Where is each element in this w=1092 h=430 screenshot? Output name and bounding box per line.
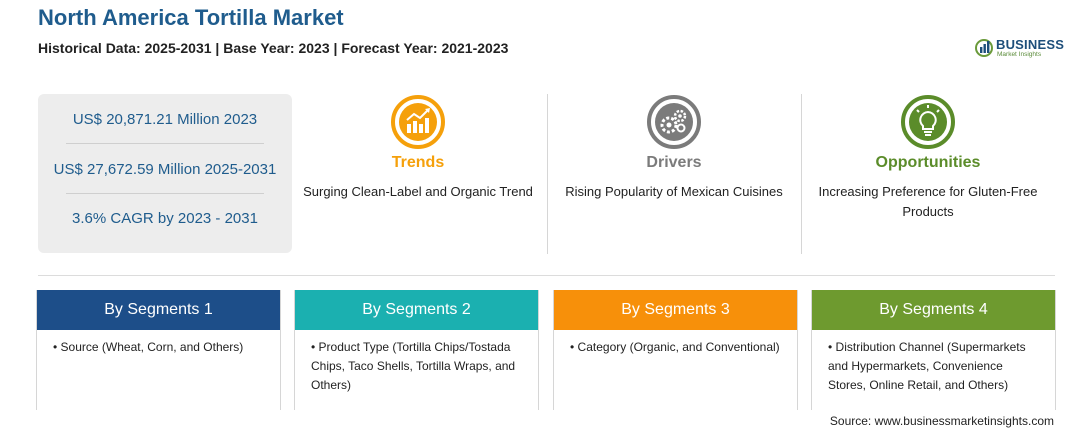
logo-name: BUSINESS: [996, 37, 1065, 52]
market-value-forecast: US$ 27,672.59 Million 2025-2031: [53, 161, 277, 178]
drivers-title: Drivers: [646, 154, 702, 171]
drivers-card: Drivers Rising Popularity of Mexican Cui…: [554, 94, 794, 202]
page-subtitle: Historical Data: 2025-2031 | Base Year: …: [38, 40, 509, 56]
segment-3-title: By Segments 3: [554, 290, 797, 330]
cagr-value: 3.6% CAGR by 2023 - 2031: [72, 210, 258, 227]
segment-3-text: Category (Organic, and Conventional): [577, 340, 780, 354]
segment-4-title: By Segments 4: [812, 290, 1055, 330]
segment-card-3: By Segments 3 • Category (Organic, and C…: [553, 290, 798, 410]
trends-card: Trends Surging Clean-Label and Organic T…: [298, 94, 538, 202]
bullet: •: [570, 340, 575, 354]
segment-1-item: • Source (Wheat, Corn, and Others): [37, 330, 280, 357]
bullet: •: [311, 340, 316, 354]
market-value-2023: US$ 20,871.21 Million 2023: [72, 111, 258, 128]
stat-divider: [66, 193, 264, 194]
column-divider: [801, 94, 802, 254]
logo-tagline: Market Insights: [997, 51, 1042, 58]
segment-card-1: By Segments 1 • Source (Wheat, Corn, and…: [36, 290, 281, 410]
bullet: •: [53, 340, 58, 354]
trends-title: Trends: [391, 154, 445, 171]
opportunities-description: Increasing Preference for Gluten-Free Pr…: [818, 184, 1038, 219]
segment-card-4: By Segments 4 • Distribution Channel (Su…: [811, 290, 1056, 410]
bullet: •: [828, 340, 833, 354]
stat-divider: [66, 143, 264, 144]
company-logo: BUSINESS Market Insights: [974, 36, 1070, 60]
trends-description: Surging Clean-Label and Organic Trend: [303, 184, 533, 199]
page-title: North America Tortilla Market: [38, 5, 344, 30]
column-divider: [547, 94, 548, 254]
lightbulb-icon: [901, 95, 955, 149]
trend-chart-icon: [391, 95, 445, 149]
gears-icon: [647, 95, 701, 149]
segment-4-text: Distribution Channel (Supermarkets and H…: [828, 340, 1026, 392]
globe-logo-icon: [975, 39, 993, 57]
segment-4-item: • Distribution Channel (Supermarkets and…: [812, 330, 1055, 395]
segment-1-title: By Segments 1: [37, 290, 280, 330]
segment-2-title: By Segments 2: [295, 290, 538, 330]
segment-2-item: • Product Type (Tortilla Chips/Tostada C…: [295, 330, 538, 395]
market-stats-panel: US$ 20,871.21 Million 2023 US$ 27,672.59…: [38, 94, 292, 253]
drivers-description: Rising Popularity of Mexican Cuisines: [565, 184, 783, 199]
segment-card-2: By Segments 2 • Product Type (Tortilla C…: [294, 290, 539, 410]
opportunities-title: Opportunities: [875, 154, 981, 171]
segment-2-text: Product Type (Tortilla Chips/Tostada Chi…: [311, 340, 516, 392]
opportunities-card: Opportunities Increasing Preference for …: [808, 94, 1048, 222]
segment-3-item: • Category (Organic, and Conventional): [554, 330, 797, 357]
section-divider: [38, 275, 1055, 276]
source-credit: Source: www.businessmarketinsights.com: [829, 414, 1054, 428]
segment-1-text: Source (Wheat, Corn, and Others): [60, 340, 244, 354]
